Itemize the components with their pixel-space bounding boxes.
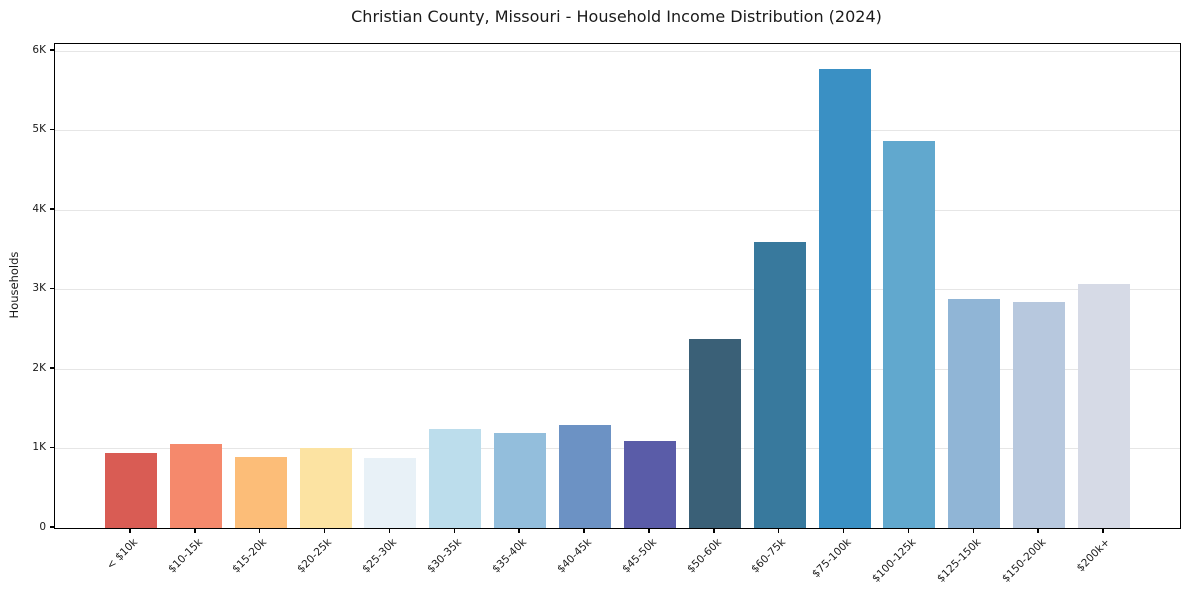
x-tick-mark	[258, 528, 261, 533]
x-tick-mark	[388, 528, 391, 533]
x-tick-label: $200k+	[1074, 536, 1113, 575]
x-tick-label: < $10k	[104, 536, 140, 572]
x-tick-label: $50-60k	[684, 536, 724, 576]
x-tick-label: $40-45k	[554, 536, 594, 576]
bar-$200k+	[1078, 284, 1130, 528]
x-tick-label: $100-125k	[869, 536, 919, 585]
x-tick-label: $35-40k	[489, 536, 529, 576]
x-tick-mark	[907, 528, 910, 533]
x-tick-mark	[194, 528, 196, 533]
x-tick-label: $20-25k	[295, 536, 335, 576]
x-tick-label: $125-150k	[934, 536, 984, 585]
y-tick-mark	[50, 446, 54, 449]
bar-$20-25k	[299, 448, 352, 528]
bar-$150-200k	[1013, 301, 1066, 528]
bar-$30-35k	[429, 429, 482, 528]
bar-$75-100k	[818, 69, 871, 528]
bar-$60-75k	[753, 241, 806, 528]
x-tick-mark	[453, 528, 456, 533]
bar-$40-45k	[559, 424, 612, 528]
x-tick-mark	[1037, 528, 1039, 533]
bar-$125-150k	[948, 298, 1001, 528]
x-tick-label: $45-50k	[619, 536, 659, 576]
bar-$100-125k	[883, 141, 936, 528]
gridline-4K	[55, 209, 1180, 211]
bar-< $10k	[105, 453, 157, 528]
x-tick-mark	[583, 528, 585, 533]
bar-$35-40k	[494, 433, 547, 528]
gridline-6K	[55, 50, 1180, 52]
y-tick-label: 6K	[32, 43, 46, 56]
y-tick-mark	[50, 49, 54, 51]
y-tick-label: 0	[39, 520, 46, 533]
x-tick-mark	[777, 528, 780, 533]
gridline-5K	[55, 130, 1180, 132]
x-tick-mark	[713, 528, 715, 533]
bar-$50-60k	[688, 339, 741, 528]
gridline-1K	[55, 448, 1180, 450]
y-tick-label: 5K	[32, 123, 46, 136]
x-tick-mark	[842, 528, 845, 533]
y-tick-mark	[50, 287, 54, 290]
gridline-3K	[55, 289, 1180, 291]
y-tick-label: 4K	[32, 202, 46, 215]
bar-$25-30k	[364, 458, 417, 528]
y-tick-mark	[50, 208, 54, 210]
plot-area	[54, 43, 1181, 529]
x-tick-mark	[518, 528, 520, 533]
x-tick-mark	[972, 528, 975, 533]
y-tick-label: 2K	[32, 361, 46, 374]
x-tick-label: $15-20k	[230, 536, 270, 576]
x-tick-mark	[129, 528, 131, 533]
bar-$45-50k	[623, 441, 676, 528]
y-tick-mark	[50, 367, 54, 369]
x-tick-label: $75-100k	[809, 536, 854, 581]
y-tick-label: 1K	[32, 441, 46, 454]
x-tick-label: $25-30k	[360, 536, 400, 576]
x-tick-mark	[1102, 528, 1104, 533]
y-tick-mark	[50, 128, 54, 131]
x-tick-mark	[323, 528, 326, 533]
x-tick-label: $30-35k	[425, 536, 465, 576]
y-tick-label: 3K	[32, 282, 46, 295]
x-tick-label: $150-200k	[999, 536, 1048, 585]
gridline-2K	[55, 368, 1180, 370]
bar-$15-20k	[234, 457, 287, 528]
y-tick-mark	[50, 526, 54, 528]
x-tick-label: $60-75k	[749, 536, 789, 576]
x-tick-mark	[648, 528, 650, 533]
bar-$10-15k	[169, 443, 222, 528]
chart-title: Christian County, Missouri - Household I…	[351, 7, 882, 26]
x-tick-label: $10-15k	[165, 536, 205, 576]
